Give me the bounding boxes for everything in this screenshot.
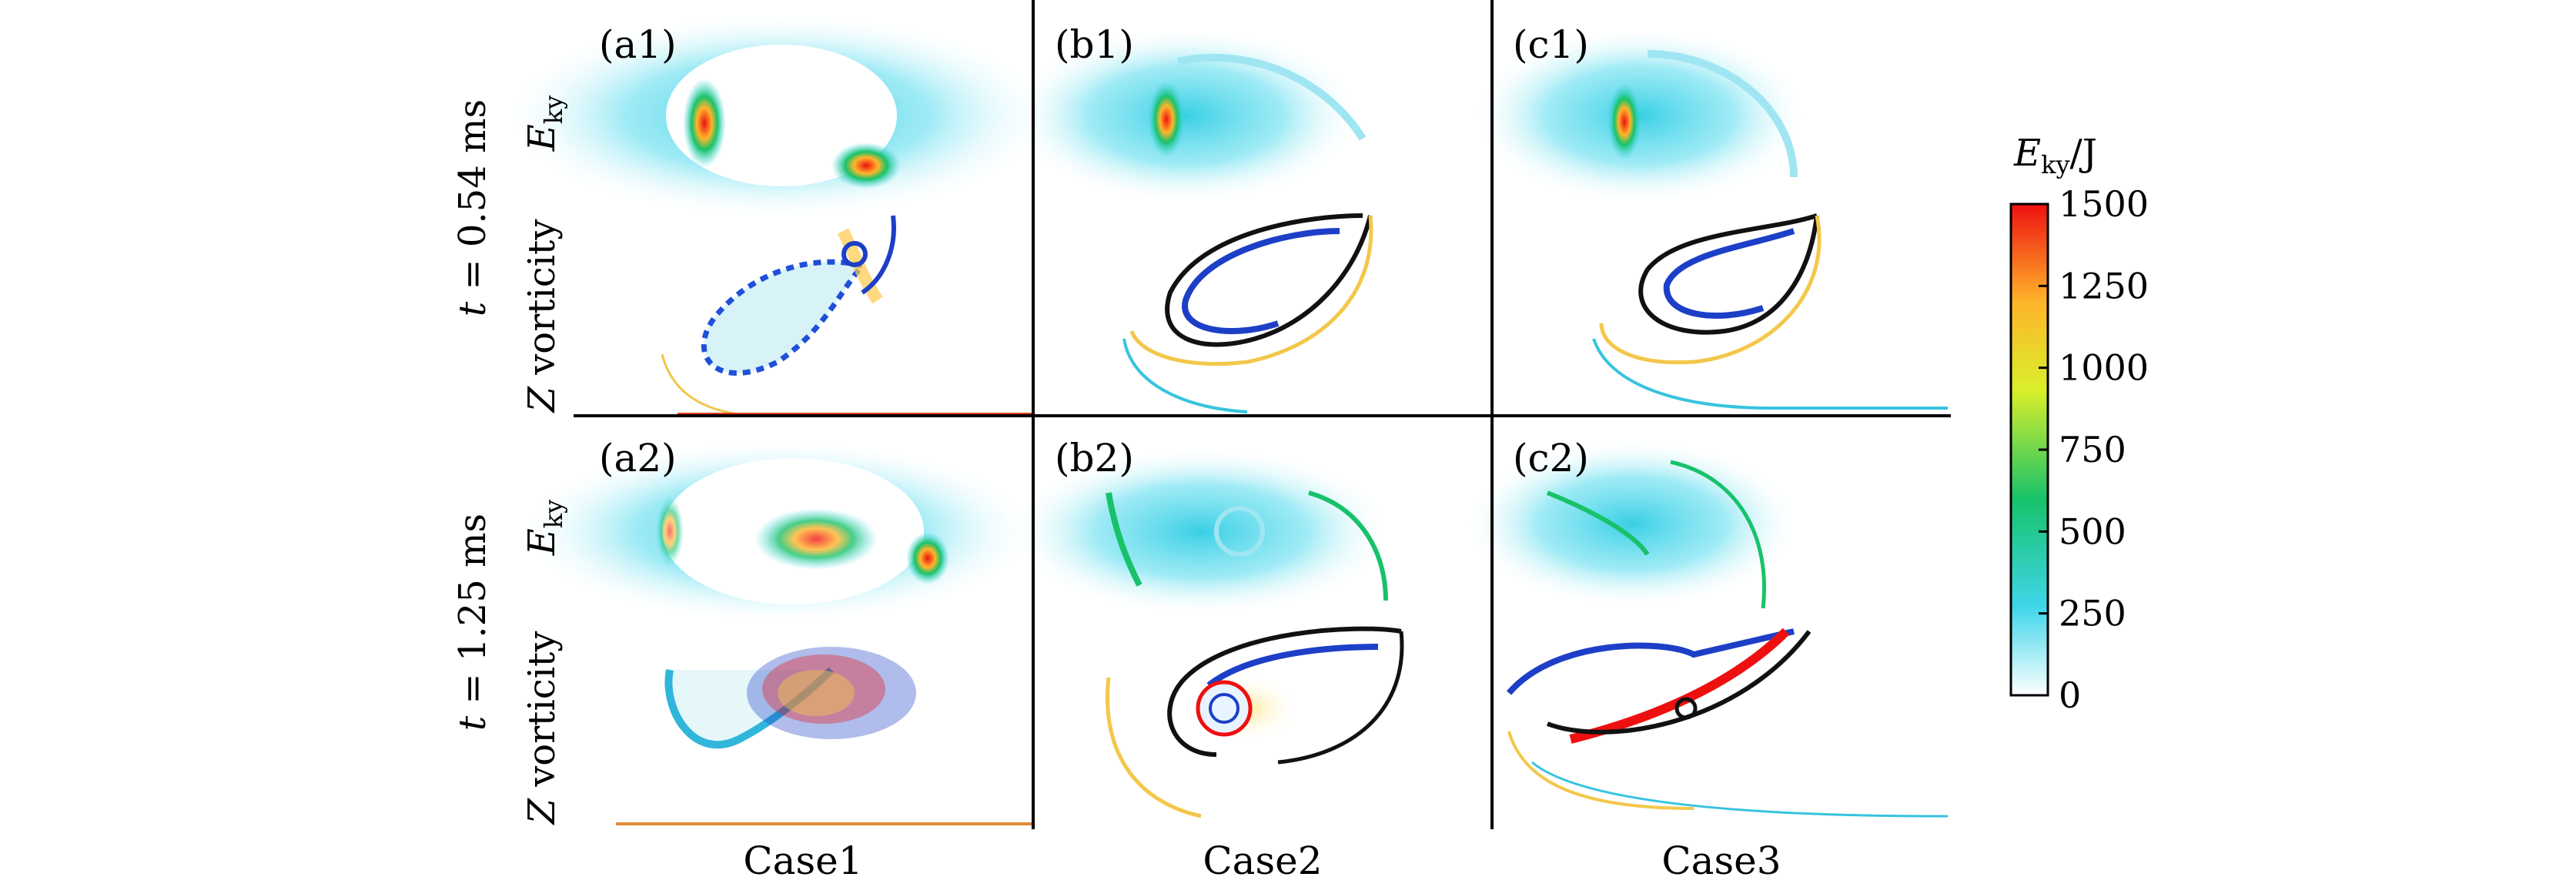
panel-b2 [1009, 416, 1492, 829]
panel-tag-a2: (a2) [599, 436, 677, 480]
colorbar: Eky/J 1500 1250 1000 750 500 250 0 [2009, 132, 2149, 716]
colorbar-tick-label: 750 [2059, 429, 2126, 470]
row-label-2: t = 1.25 ms [451, 514, 494, 731]
panel-c1 [1470, 0, 1951, 416]
subrow-label-vorticity-1: Z vorticity [520, 219, 564, 414]
colorbar-tick-label: 0 [2059, 674, 2081, 716]
colorbar-tick-label: 1500 [2059, 183, 2149, 225]
panel-b1 [1009, 0, 1492, 416]
panel-a2 [516, 416, 1039, 829]
panel-tag-b2: (b2) [1055, 436, 1134, 480]
subrow-label-energy-1: Eky [520, 95, 568, 152]
column-label-case3: Case3 [1661, 838, 1781, 883]
panel-tag-b1: (b1) [1055, 22, 1134, 67]
colorbar-tick-label: 1250 [2059, 265, 2149, 306]
colorbar-tick-label: 1000 [2059, 347, 2149, 389]
subrow-label-vorticity-2: Z vorticity [520, 631, 564, 826]
column-label-case2: Case2 [1203, 838, 1322, 883]
colorbar-ticks: 1500 1250 1000 750 500 250 0 [2039, 183, 2149, 716]
column-label-case1: Case1 [743, 838, 862, 883]
panel-tag-c1: (c1) [1513, 22, 1589, 67]
panel-tag-a1: (a1) [599, 22, 677, 67]
panel-tag-c2: (c2) [1513, 436, 1589, 480]
panel-a1 [500, 0, 1055, 416]
row-label-1: t = 0.54 ms [451, 99, 494, 316]
colorbar-title: Eky/J [2013, 132, 2097, 179]
colorbar-tick-label: 500 [2059, 510, 2126, 552]
subrow-label-energy-2: Eky [520, 500, 568, 557]
colorbar-tick-label: 250 [2059, 593, 2126, 634]
panel-c2 [1463, 416, 1951, 829]
